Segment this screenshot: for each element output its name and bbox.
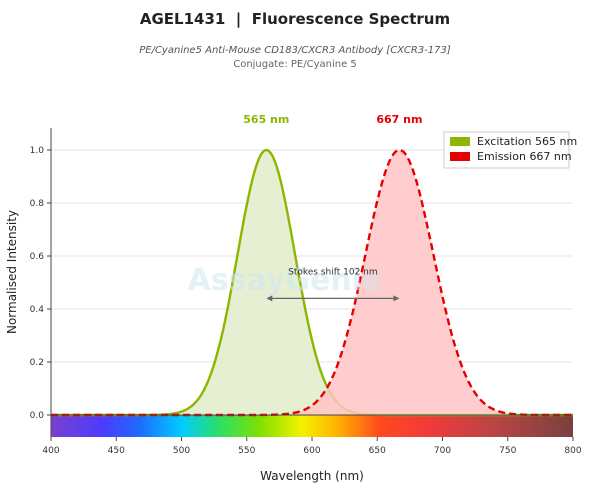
x-tick-label: 600 <box>303 446 320 456</box>
legend-swatch-0 <box>450 137 470 146</box>
legend-label-0: Excitation 565 nm <box>477 135 577 148</box>
x-tick-label: 500 <box>173 446 190 456</box>
y-tick-label: 0.0 <box>30 411 45 421</box>
y-tick-label: 0.8 <box>30 199 45 209</box>
watermark: AssayGenie <box>188 263 383 298</box>
conjugate-label: Conjugate: PE/Cyanine 5 <box>233 59 357 70</box>
x-tick-label: 450 <box>108 446 125 456</box>
series-fill-0 <box>51 150 573 415</box>
series-fill-1 <box>51 150 573 415</box>
legend: Excitation 565 nm Emission 667 nm <box>443 131 577 169</box>
x-tick-label: 700 <box>434 446 451 456</box>
x-tick-label: 750 <box>499 446 516 456</box>
legend-swatch-1 <box>450 152 470 161</box>
peak-label-1: 667 nm <box>376 113 422 126</box>
y-tick-label: 1.0 <box>30 146 45 156</box>
y-tick-label: 0.4 <box>30 305 45 315</box>
y-axis-label: Normalised Intensity <box>5 210 19 334</box>
chart-title: AGEL1431 | Fluorescence Spectrum <box>139 10 451 28</box>
peak-label-0: 565 nm <box>243 113 289 126</box>
x-tick-label: 650 <box>369 446 386 456</box>
x-tick-label: 400 <box>42 446 59 456</box>
spectrum-bar <box>51 415 573 437</box>
annotation-layer: 565 nm 667 nm Stokes shift 102 nm <box>243 113 422 302</box>
chart-subtitle: PE/Cyanine5 Anti-Mouse CD183/CXCR3 Antib… <box>139 45 451 56</box>
y-tick-label: 0.2 <box>30 358 44 368</box>
arrowhead-right <box>393 295 400 302</box>
arrowhead-left <box>266 295 273 302</box>
grid-lines <box>51 149 573 363</box>
y-tick-label: 0.6 <box>30 252 45 262</box>
x-tick-label: 800 <box>564 446 581 456</box>
axis-ticks: 0.0 0.2 0.4 0.6 0.8 1.0 400 450 500 550 600 650 700 7… <box>30 146 582 456</box>
stokes-shift-label: Stokes shift 102 nm <box>288 267 378 277</box>
x-tick-label: 550 <box>238 446 255 456</box>
x-axis-label: Wavelength (nm) <box>260 469 364 483</box>
legend-label-1: Emission 667 nm <box>477 150 572 163</box>
